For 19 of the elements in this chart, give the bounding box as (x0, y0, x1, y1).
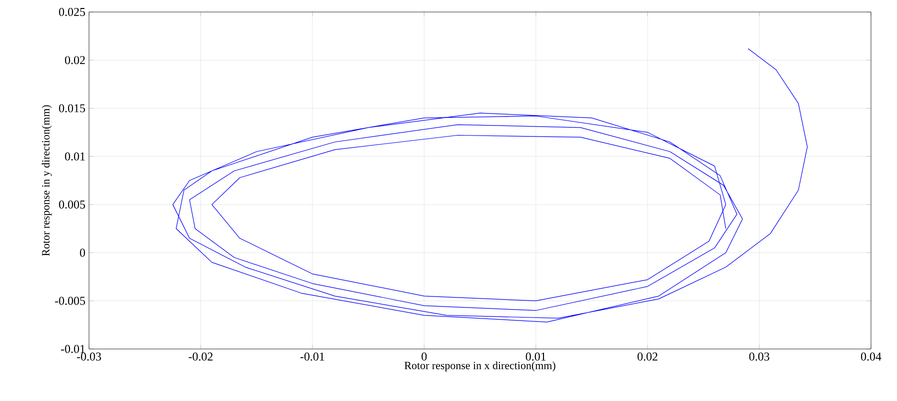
x-tick-label: 0.02 (638, 352, 658, 361)
line-series (172, 48, 808, 322)
x-tick-label: 0 (422, 352, 427, 361)
y-tick-label: 0.02 (65, 56, 85, 64)
x-tick-label: -0.03 (76, 352, 101, 361)
y-tick-label: 0.005 (59, 200, 86, 209)
x-tick-label: 0.04 (860, 352, 882, 361)
y-tick-label: 0.015 (59, 104, 86, 112)
x-tick-label: -0.01 (300, 352, 324, 361)
y-tick-label: -0.01 (61, 344, 85, 354)
y-tick-label: 0 (80, 248, 86, 257)
y-axis-title: Rotor response in y direction(mm) (42, 105, 52, 256)
y-tick-label: 0.01 (65, 152, 85, 160)
x-tick-label: -0.02 (188, 352, 212, 361)
x-axis-title: Rotor response in x direction(mm) (404, 362, 556, 372)
x-tick-label: 0.01 (526, 352, 546, 361)
y-tick-label: 0.025 (59, 8, 86, 16)
x-tick-label: 0.03 (749, 352, 770, 361)
y-tick-label: -0.005 (55, 296, 86, 305)
